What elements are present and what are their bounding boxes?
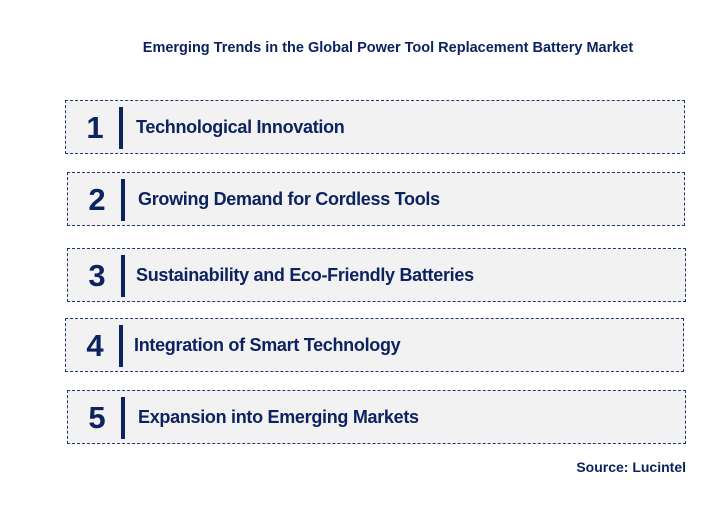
trend-label: Expansion into Emerging Markets [138,407,419,427]
trend-item-5: 5 Expansion into Emerging Markets [67,390,686,444]
trend-item-2: 2 Growing Demand for Cordless Tools [67,172,685,226]
trend-number: 2 [88,182,106,217]
diagram-title: Emerging Trends in the Global Power Tool… [142,40,634,56]
trend-item-4: 4 Integration of Smart Technology [65,318,684,372]
trend-number: 5 [88,400,106,435]
divider-bar [119,325,123,367]
trend-item-3: 3 Sustainability and Eco-Friendly Batter… [67,248,686,302]
trend-number: 1 [86,110,104,145]
trend-label: Growing Demand for Cordless Tools [138,189,440,209]
source-note: Source: Lucintel [576,459,686,475]
divider-bar [121,179,125,221]
trend-number: 3 [88,258,106,293]
divider-bar [121,255,125,297]
trend-label: Sustainability and Eco-Friendly Batterie… [136,265,474,285]
divider-bar [121,397,125,439]
trend-label: Technological Innovation [136,117,345,137]
trend-label: Integration of Smart Technology [134,335,401,355]
trend-item-1: 1 Technological Innovation [65,100,685,154]
trend-number: 4 [86,328,104,363]
divider-bar [119,107,123,149]
